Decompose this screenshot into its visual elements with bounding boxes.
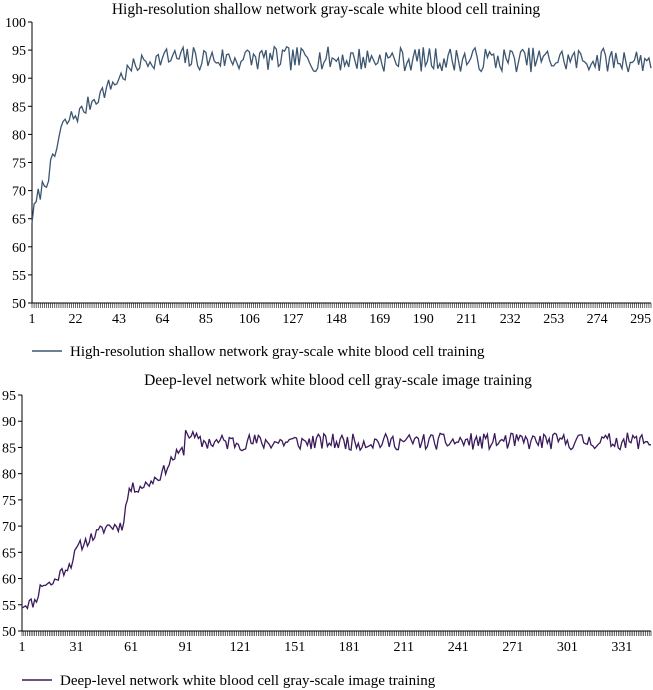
y-tick-label: 100: [5, 16, 26, 31]
chart-2-series-line: [21, 429, 651, 611]
y-tick-label: 75: [12, 157, 26, 172]
x-tick-label: 211: [394, 640, 414, 655]
x-tick-label: 331: [611, 640, 632, 655]
y-tick-label: 50: [2, 625, 16, 640]
x-tick-label: 253: [543, 312, 564, 327]
x-tick-label: 64: [155, 312, 169, 327]
x-tick-label: 241: [448, 640, 469, 655]
chart-2-y-axis: 50 55 60 65 70 75 80 85 90 95: [2, 389, 23, 640]
x-tick-label: 151: [284, 640, 305, 655]
y-tick-label: 90: [12, 72, 26, 87]
x-tick-label: 91: [179, 640, 193, 655]
y-tick-label: 80: [2, 468, 16, 483]
x-tick-label: 31: [70, 640, 84, 655]
chart-1-title: High-resolution shallow network gray-sca…: [112, 1, 541, 18]
x-tick-label: 148: [326, 312, 347, 327]
y-tick-label: 90: [2, 415, 16, 430]
chart-2-x-axis: 1 31 61 91 121 151 181 211 241 271 301 331: [19, 630, 652, 655]
y-tick-label: 95: [12, 44, 26, 59]
x-tick-label: 169: [369, 312, 390, 327]
x-tick-label: 211: [457, 312, 477, 327]
chart-1-y-axis: 50 55 60 65 70 75 80 85 90 95 100: [5, 16, 33, 312]
chart-2: Deep-level network white blood cell gray…: [2, 372, 652, 689]
y-tick-label: 55: [2, 599, 16, 614]
y-tick-label: 60: [2, 573, 16, 588]
x-tick-label: 181: [339, 640, 360, 655]
x-tick-label: 295: [630, 312, 651, 327]
x-tick-label: 127: [282, 312, 303, 327]
x-tick-label: 85: [199, 312, 213, 327]
x-tick-label: 43: [112, 312, 126, 327]
x-tick-label: 271: [502, 640, 523, 655]
y-tick-label: 70: [2, 520, 16, 535]
y-tick-label: 70: [12, 185, 26, 200]
x-tick-label: 1: [29, 312, 36, 327]
y-tick-label: 75: [2, 494, 16, 509]
x-tick-label: 1: [19, 640, 26, 655]
chart-1-series-line: [31, 44, 652, 224]
chart-2-title: Deep-level network white blood cell gray…: [144, 372, 532, 389]
chart-1: High-resolution shallow network gray-sca…: [5, 1, 652, 360]
chart-2-legend-label: Deep-level network white blood cell gray…: [60, 673, 436, 689]
chart-1-legend: High-resolution shallow network gray-sca…: [32, 344, 485, 360]
chart-1-legend-label: High-resolution shallow network gray-sca…: [70, 344, 485, 360]
x-tick-label: 121: [230, 640, 251, 655]
y-tick-label: 55: [12, 269, 26, 284]
y-tick-label: 85: [2, 441, 16, 456]
y-tick-label: 85: [12, 100, 26, 115]
x-tick-label: 190: [413, 312, 434, 327]
y-tick-label: 95: [2, 389, 16, 404]
y-tick-label: 65: [12, 213, 26, 228]
x-tick-label: 61: [124, 640, 138, 655]
y-tick-label: 50: [12, 297, 26, 312]
y-tick-label: 80: [12, 128, 26, 143]
y-tick-label: 60: [12, 241, 26, 256]
x-tick-label: 22: [68, 312, 82, 327]
y-tick-label: 65: [2, 546, 16, 561]
x-tick-label: 106: [239, 312, 260, 327]
chart-1-x-axis: 1 22 43 64 85 106 127 148 169 190 211 232 253 274 295: [29, 302, 652, 327]
x-tick-label: 301: [557, 640, 578, 655]
x-tick-label: 232: [500, 312, 521, 327]
chart-2-legend: Deep-level network white blood cell gray…: [22, 673, 436, 689]
x-tick-label: 274: [587, 312, 608, 327]
